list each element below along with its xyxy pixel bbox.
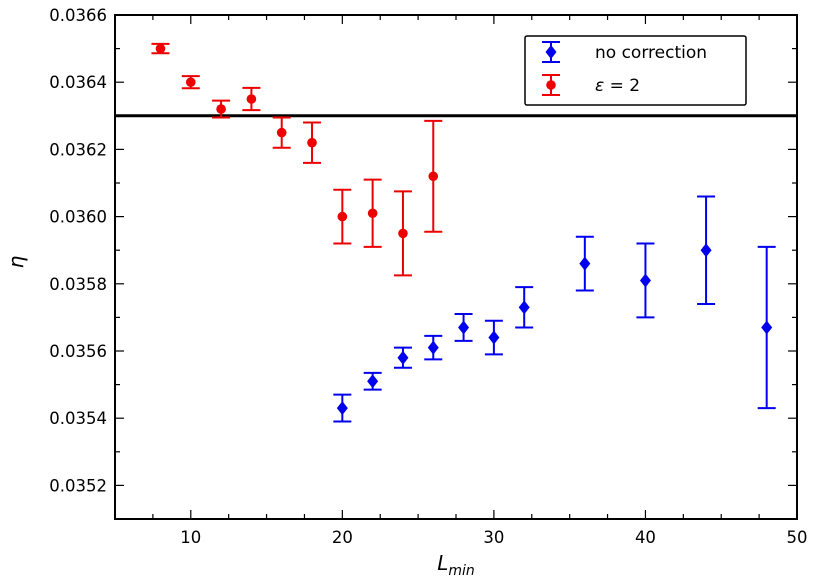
x-tick-label: 20 <box>332 528 353 547</box>
data-point <box>458 320 470 335</box>
data-point <box>307 137 317 148</box>
data-point <box>276 127 287 138</box>
y-tick-label: 0.0366 <box>49 6 107 25</box>
legend-label-no-correction: no correction <box>595 43 707 63</box>
y-tick-label: 0.0364 <box>49 73 107 92</box>
x-tick-label: 30 <box>483 528 504 547</box>
y-tick-label: 0.0352 <box>49 476 107 495</box>
data-point <box>639 273 651 288</box>
legend-label-epsilon-2: ε = 2 <box>595 76 640 96</box>
data-point <box>518 300 530 315</box>
legend-epsilon-rest: = 2 <box>604 76 640 96</box>
data-point <box>337 211 348 222</box>
data-point <box>700 243 712 258</box>
data-point <box>185 77 196 87</box>
y-axis-label: η <box>4 255 28 268</box>
x-tick-label: 40 <box>635 528 656 547</box>
y-tick-label: 0.0356 <box>49 342 107 361</box>
legend-epsilon-symbol: ε <box>595 76 604 96</box>
data-point <box>428 171 439 182</box>
data-point <box>367 374 379 389</box>
legend: no correction ε = 2 <box>524 35 747 106</box>
legend-box <box>524 35 747 106</box>
x-tick-label: 50 <box>787 528 808 547</box>
data-point <box>246 94 257 104</box>
y-tick-label: 0.0354 <box>49 409 107 428</box>
x-tick-label: 10 <box>180 528 201 547</box>
data-point <box>336 401 348 416</box>
axis-ticks: 10 20 30 40 50 0.0352 0.0354 0.0356 0.0358 0.0360… <box>49 6 807 547</box>
y-tick-label: 0.0358 <box>49 275 107 294</box>
data-point <box>488 330 500 345</box>
legend-symbol-epsilon-2 <box>542 74 560 96</box>
x-axis-label: Lmin <box>437 551 475 578</box>
legend-marker <box>546 80 556 90</box>
series-1 <box>151 42 443 277</box>
data-point <box>155 43 166 54</box>
data-point <box>579 256 591 271</box>
y-tick-label: 0.0362 <box>49 140 107 159</box>
legend-symbol-no-correction <box>542 41 560 63</box>
x-axis-label-main: L <box>437 551 448 575</box>
x-axis-label-subscript: min <box>448 563 474 578</box>
data-point <box>398 228 408 239</box>
data-point <box>367 208 378 219</box>
series-0 <box>333 195 776 423</box>
y-tick-label: 0.0360 <box>49 208 107 227</box>
legend-marker <box>545 45 557 59</box>
data-point <box>427 340 439 355</box>
data-point <box>761 320 773 335</box>
data-point <box>216 104 226 114</box>
data-point <box>397 350 409 365</box>
plot-frame <box>114 14 798 520</box>
series-layer <box>151 42 776 423</box>
